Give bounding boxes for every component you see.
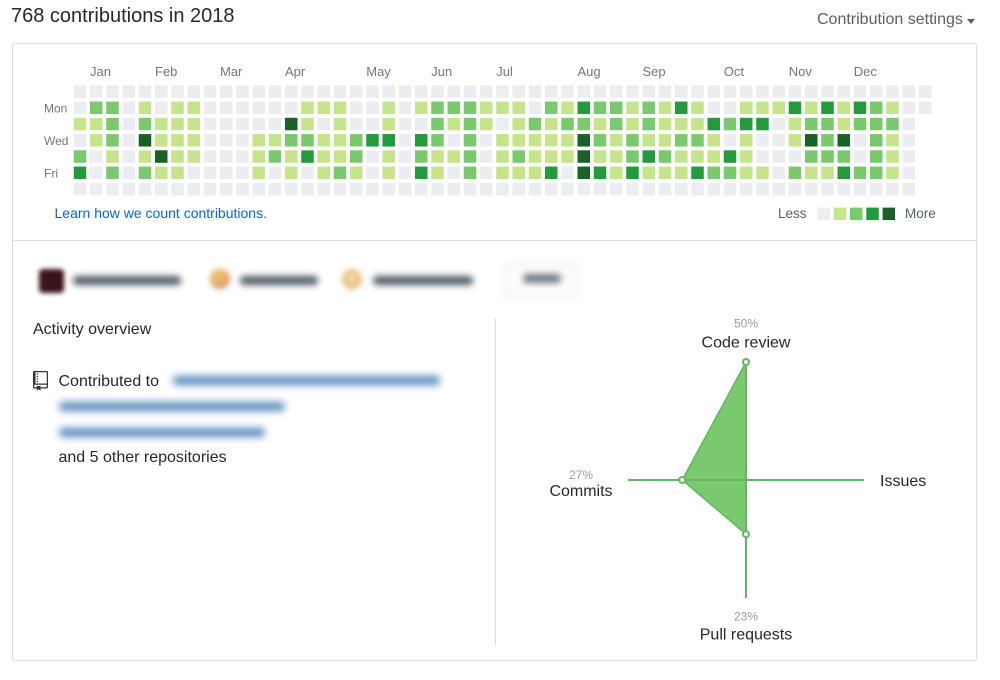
svg-text:Aug: Aug	[578, 64, 601, 79]
svg-text:Pull requests: Pull requests	[700, 627, 793, 644]
svg-text:Commits: Commits	[549, 483, 612, 500]
svg-text:Nov: Nov	[789, 64, 813, 79]
svg-text:Jan: Jan	[90, 64, 111, 79]
svg-text:Code review: Code review	[702, 335, 791, 352]
svg-text:Apr: Apr	[285, 64, 306, 79]
svg-text:Jul: Jul	[496, 64, 513, 79]
svg-text:Fri: Fri	[44, 166, 58, 180]
svg-text:Mar: Mar	[220, 64, 243, 79]
svg-text:23%: 23%	[734, 610, 758, 624]
svg-text:May: May	[366, 64, 391, 79]
svg-text:Issues: Issues	[880, 473, 926, 490]
svg-text:Feb: Feb	[155, 64, 177, 79]
svg-text:Oct: Oct	[724, 64, 745, 79]
svg-text:Wed: Wed	[44, 134, 68, 148]
svg-text:Jun: Jun	[431, 64, 452, 79]
svg-text:27%: 27%	[569, 468, 593, 482]
svg-text:Dec: Dec	[854, 64, 878, 79]
svg-text:50%: 50%	[734, 317, 758, 331]
svg-text:Sep: Sep	[643, 64, 666, 79]
svg-text:Mon: Mon	[44, 101, 67, 115]
